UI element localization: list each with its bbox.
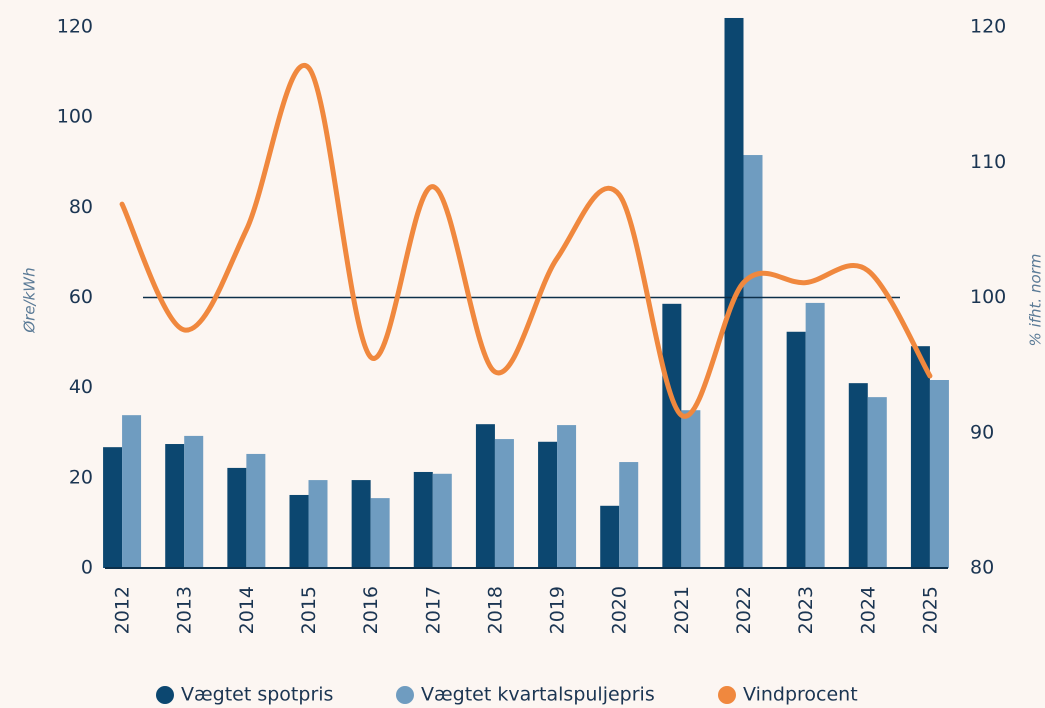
x-tick-label: 2014 (236, 586, 258, 634)
bar (103, 447, 123, 568)
x-tick-label: 2023 (795, 586, 817, 634)
x-tick-label: 2018 (484, 586, 506, 634)
bar (351, 480, 371, 568)
legend-marker (718, 686, 736, 704)
bar (227, 467, 247, 568)
bar (786, 331, 806, 568)
bar (724, 17, 744, 568)
bar (557, 425, 577, 568)
bar (805, 302, 825, 568)
y-tick-label: 80 (69, 196, 93, 218)
y-tick-label: 100 (57, 106, 93, 128)
legend-marker (396, 686, 414, 704)
x-tick-label: 2017 (422, 586, 444, 634)
bar (538, 441, 558, 568)
x-tick-label: 2016 (360, 586, 382, 634)
y2-tick-label: 90 (970, 421, 994, 443)
bar (165, 444, 185, 568)
bar (848, 383, 868, 568)
bar (308, 480, 328, 568)
y2-tick-label: 120 (970, 16, 1006, 38)
legend-marker (156, 686, 174, 704)
x-tick-label: 2013 (174, 586, 196, 634)
bar (122, 415, 142, 568)
bar (475, 424, 495, 568)
x-tick-label: 2019 (547, 586, 569, 634)
bar (681, 410, 701, 568)
bar (413, 471, 433, 568)
y2-tick-label: 100 (970, 286, 1006, 308)
y-tick-label: 0 (81, 557, 93, 579)
line (119, 62, 933, 419)
x-tick-label: 2015 (298, 586, 320, 634)
x-tick-label: 2022 (733, 586, 755, 634)
bar (910, 346, 930, 568)
legend-label: Vægtet kvartalspuljepris (421, 684, 655, 706)
y-tick-label: 120 (57, 16, 93, 38)
bar (494, 439, 514, 568)
x-tick-label: 2020 (609, 586, 631, 634)
bar (929, 380, 949, 568)
bar (743, 155, 763, 568)
bar (289, 494, 309, 568)
y-tick-label: 60 (69, 286, 93, 308)
bar (184, 435, 204, 568)
y2-tick-label: 110 (970, 151, 1006, 173)
bar (370, 498, 390, 568)
bar (246, 453, 266, 568)
y2-tick-label: 80 (970, 557, 994, 579)
y-tick-label: 20 (69, 466, 93, 488)
bar (619, 462, 639, 568)
bar (867, 397, 887, 568)
x-tick-label: 2024 (857, 586, 879, 634)
x-tick-label: 2025 (919, 586, 941, 634)
x-tick-label: 2021 (671, 586, 693, 634)
bar (600, 505, 620, 568)
bar (662, 303, 682, 568)
legend-label: Vægtet spotpris (181, 684, 333, 706)
x-tick-label: 2012 (112, 586, 134, 634)
legend-label: Vindprocent (743, 684, 858, 706)
bar (432, 473, 452, 568)
y-axis-title: Øre/kWh (21, 267, 39, 333)
y-tick-label: 40 (69, 376, 93, 398)
y2-axis-title: % ifht. norm (1027, 254, 1045, 347)
